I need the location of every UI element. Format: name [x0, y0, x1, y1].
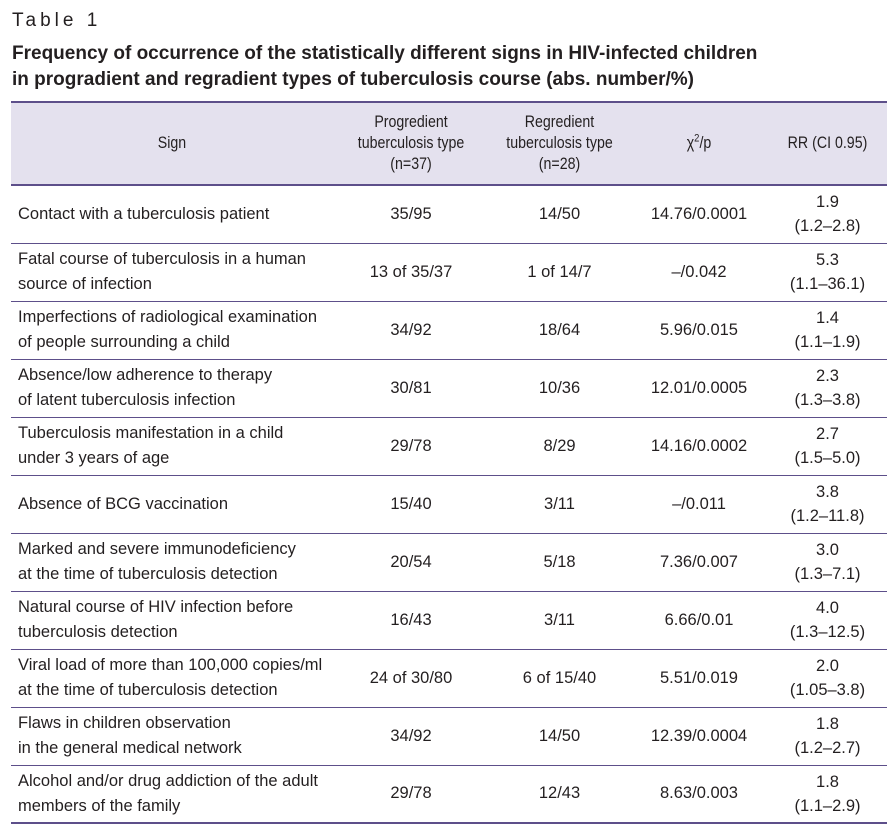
table-header-row: Sign Progredient tuberculosis type (n=37…: [11, 101, 887, 186]
cell-chi-square: –/0.042: [630, 243, 768, 302]
cell-rr: 5.3 (1.1–36.1): [768, 243, 887, 302]
header-regredient: Regredient tuberculosis type (n=28): [498, 101, 621, 186]
cell-regredient: 3/11: [489, 591, 630, 650]
table-row: Alcohol and/or drug addiction of the adu…: [11, 765, 887, 824]
cell-chi-square: 12.39/0.0004: [630, 707, 768, 766]
table-title-line-1: Frequency of occurrence of the statistic…: [12, 43, 758, 64]
cell-progredient: 13 of 35/37: [333, 243, 489, 302]
cell-progredient: 15/40: [333, 475, 489, 534]
header-rr: RR (CI 0.95): [776, 101, 879, 186]
cell-regredient: 6 of 15/40: [489, 649, 630, 708]
cell-chi-square: 6.66/0.01: [630, 591, 768, 650]
table-row: Viral load of more than 100,000 copies/m…: [11, 649, 887, 708]
cell-regredient: 5/18: [489, 533, 630, 592]
cell-chi-square: –/0.011: [630, 475, 768, 534]
cell-sign: Tuberculosis manifestation in a child und…: [11, 417, 333, 476]
cell-regredient: 3/11: [489, 475, 630, 534]
cell-rr: 1.4 (1.1–1.9): [768, 301, 887, 360]
cell-sign: Alcohol and/or drug addiction of the adu…: [11, 765, 333, 824]
cell-regredient: 8/29: [489, 417, 630, 476]
cell-progredient: 34/92: [333, 301, 489, 360]
cell-regredient: 14/50: [489, 707, 630, 766]
cell-chi-square: 8.63/0.003: [630, 765, 768, 824]
table-row: Imperfections of radiological examinatio…: [11, 301, 887, 360]
cell-sign: Marked and severe immunodeficiency at the…: [11, 533, 333, 592]
cell-sign: Viral load of more than 100,000 copies/m…: [11, 649, 333, 708]
table-row: Fatal course of tuberculosis in a human s…: [11, 243, 887, 302]
cell-progredient: 29/78: [333, 765, 489, 824]
table-label: Table 1: [12, 10, 102, 31]
table-row: Flaws in children observation in the gene…: [11, 707, 887, 766]
table-title: Frequency of occurrence of the statistic…: [12, 41, 882, 93]
cell-sign: Absence/low adherence to therapy of laten…: [11, 359, 333, 418]
table-header: Sign Progredient tuberculosis type (n=37…: [11, 101, 887, 186]
table-row: Absence of BCG vaccination 15/40 3/11 –/0.0…: [11, 475, 887, 534]
header-chi-square: χ2/p: [639, 101, 759, 186]
cell-sign: Flaws in children observation in the gene…: [11, 707, 333, 766]
header-progredient: Progredient tuberculosis type (n=37): [343, 101, 479, 186]
table-row: Natural course of HIV infection before tu…: [11, 591, 887, 650]
cell-regredient: 1 of 14/7: [489, 243, 630, 302]
cell-chi-square: 5.51/0.019: [630, 649, 768, 708]
data-table-container: Sign Progredient tuberculosis type (n=37…: [11, 101, 887, 824]
cell-regredient: 12/43: [489, 765, 630, 824]
cell-rr: 4.0 (1.3–12.5): [768, 591, 887, 650]
cell-progredient: 34/92: [333, 707, 489, 766]
cell-progredient: 29/78: [333, 417, 489, 476]
cell-chi-square: 12.01/0.0005: [630, 359, 768, 418]
cell-sign: Fatal course of tuberculosis in a human s…: [11, 243, 333, 302]
cell-chi-square: 14.76/0.0001: [630, 185, 768, 244]
table-body: Contact with a tuberculosis patient 35/95…: [11, 185, 887, 824]
header-sign: Sign: [33, 101, 311, 186]
cell-rr: 2.7 (1.5–5.0): [768, 417, 887, 476]
table-title-line-2: in progradient and regradient types of t…: [12, 69, 695, 90]
cell-rr: 3.8 (1.2–11.8): [768, 475, 887, 534]
cell-sign: Absence of BCG vaccination: [11, 475, 333, 534]
cell-progredient: 35/95: [333, 185, 489, 244]
cell-chi-square: 7.36/0.007: [630, 533, 768, 592]
table-row: Contact with a tuberculosis patient 35/95…: [11, 185, 887, 244]
cell-progredient: 30/81: [333, 359, 489, 418]
cell-regredient: 18/64: [489, 301, 630, 360]
cell-sign: Imperfections of radiological examinatio…: [11, 301, 333, 360]
table-row: Tuberculosis manifestation in a child und…: [11, 417, 887, 476]
table-row: Absence/low adherence to therapy of laten…: [11, 359, 887, 418]
cell-rr: 3.0 (1.3–7.1): [768, 533, 887, 592]
data-table: Sign Progredient tuberculosis type (n=37…: [11, 101, 887, 824]
table-row: Marked and severe immunodeficiency at the…: [11, 533, 887, 592]
cell-rr: 1.8 (1.2–2.7): [768, 707, 887, 766]
cell-regredient: 10/36: [489, 359, 630, 418]
cell-chi-square: 5.96/0.015: [630, 301, 768, 360]
cell-rr: 2.0 (1.05–3.8): [768, 649, 887, 708]
cell-sign: Natural course of HIV infection before tu…: [11, 591, 333, 650]
cell-sign: Contact with a tuberculosis patient: [11, 185, 333, 244]
cell-regredient: 14/50: [489, 185, 630, 244]
cell-progredient: 16/43: [333, 591, 489, 650]
cell-rr: 2.3 (1.3–3.8): [768, 359, 887, 418]
cell-chi-square: 14.16/0.0002: [630, 417, 768, 476]
cell-rr: 1.8 (1.1–2.9): [768, 765, 887, 824]
cell-progredient: 20/54: [333, 533, 489, 592]
cell-progredient: 24 of 30/80: [333, 649, 489, 708]
cell-rr: 1.9 (1.2–2.8): [768, 185, 887, 244]
